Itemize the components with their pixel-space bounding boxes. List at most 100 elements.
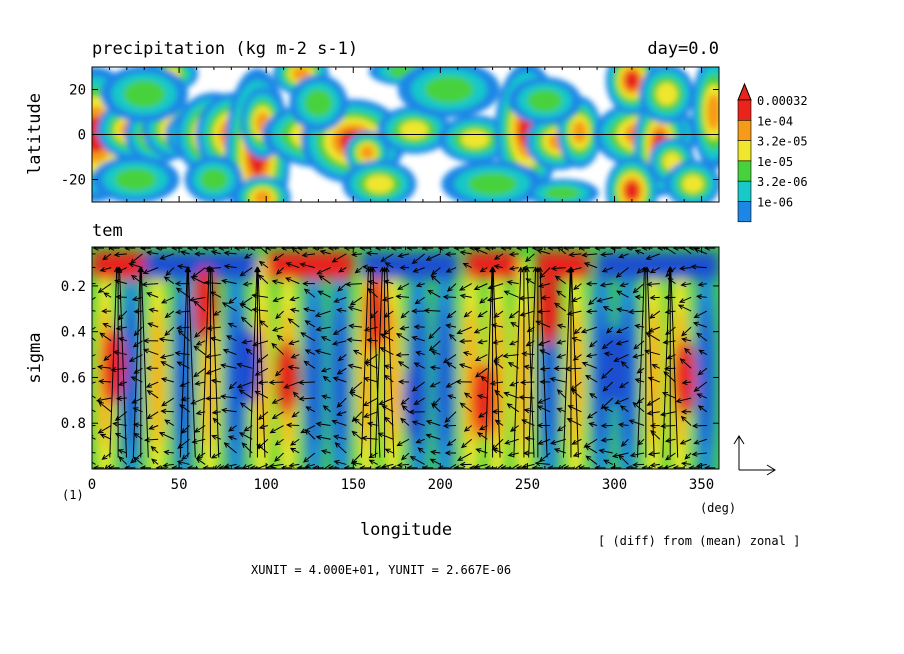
wind-vector-head xyxy=(573,328,580,335)
wind-vector-head xyxy=(241,339,248,345)
wind-vector-head xyxy=(315,421,322,427)
wind-vector-head xyxy=(691,451,698,457)
wind-vector-head xyxy=(429,458,436,464)
wind-vector-head xyxy=(507,451,514,458)
wind-vector xyxy=(557,389,567,399)
wind-vector xyxy=(494,265,504,269)
wind-vector xyxy=(272,411,284,419)
wind-vector xyxy=(237,363,253,369)
wind-vector-head xyxy=(408,409,415,415)
wind-vector-head xyxy=(175,287,182,293)
boundary-vector-head xyxy=(359,247,366,251)
jet-vector xyxy=(513,267,522,458)
precip-blob xyxy=(572,121,587,144)
wind-vector-head xyxy=(697,281,704,287)
wind-vector xyxy=(246,348,253,355)
wind-vector-head xyxy=(596,297,603,303)
wind-vector-head xyxy=(429,365,436,371)
wind-vector xyxy=(600,283,613,286)
precip-field xyxy=(92,67,719,202)
boundary-vector-head xyxy=(343,247,350,251)
wind-vector xyxy=(291,354,300,359)
wind-vector xyxy=(397,463,410,466)
tem-column-core xyxy=(151,306,163,449)
wind-vector-head xyxy=(99,332,106,338)
wind-vector-head xyxy=(221,407,228,414)
wind-vector xyxy=(193,300,206,312)
wind-vector xyxy=(538,397,551,404)
boundary-vector-head xyxy=(186,247,193,251)
wind-vector xyxy=(149,308,159,312)
wind-vector-head xyxy=(396,441,403,447)
wind-vector-head xyxy=(581,252,588,258)
wind-vector-head xyxy=(291,247,298,253)
wind-vector-head xyxy=(319,249,326,255)
wind-vector-head xyxy=(600,423,607,429)
wind-vector xyxy=(349,392,363,399)
wind-vector xyxy=(191,276,206,285)
boundary-vector-head xyxy=(406,247,413,251)
wind-vector-head xyxy=(141,281,148,287)
wind-vector xyxy=(681,247,692,255)
wind-vector xyxy=(165,310,175,318)
wind-vector xyxy=(551,267,566,270)
wind-vector-head xyxy=(649,462,656,468)
wind-vector xyxy=(637,267,645,274)
wind-vector xyxy=(597,296,613,302)
wind-vector xyxy=(396,354,410,356)
wind-vector xyxy=(304,288,316,298)
wind-vector-head xyxy=(425,419,432,425)
colorbar-label: 1e-06 xyxy=(757,196,793,210)
wind-vector xyxy=(335,442,347,454)
wind-vector xyxy=(258,274,269,284)
jet-vector-head xyxy=(537,266,543,273)
wind-vector-head xyxy=(243,253,250,259)
wind-vector-head xyxy=(303,360,310,366)
wind-vector-head xyxy=(413,324,420,330)
wind-vector xyxy=(338,267,347,273)
wind-vector xyxy=(618,423,629,427)
wind-vector-head xyxy=(214,465,220,469)
wind-vector xyxy=(519,296,535,300)
wind-vector-head xyxy=(276,269,282,275)
wind-vector-head xyxy=(600,437,607,443)
wind-vector xyxy=(692,452,707,456)
wind-vector xyxy=(151,446,159,454)
surface-vector-head xyxy=(484,465,491,469)
wind-vector xyxy=(323,464,331,469)
wind-vector-head xyxy=(598,448,605,454)
precip-blob xyxy=(468,172,517,196)
wind-vector xyxy=(379,397,394,405)
wind-vector xyxy=(647,397,661,406)
tem-strong-cell xyxy=(275,339,300,416)
tem-column-core xyxy=(517,306,529,449)
jet-vector xyxy=(118,267,127,458)
wind-vector-head xyxy=(619,405,626,411)
wind-vector xyxy=(384,365,394,369)
wind-vector xyxy=(694,248,708,255)
wind-vector xyxy=(275,438,284,446)
wind-vector xyxy=(620,405,629,413)
wind-vector-head xyxy=(384,262,391,268)
wind-vector xyxy=(684,452,692,460)
wind-vector-head xyxy=(580,328,587,334)
wind-vector-head xyxy=(680,281,687,288)
wind-vector xyxy=(555,275,567,285)
wind-vector-head xyxy=(299,262,306,268)
wind-vector xyxy=(100,434,112,440)
wind-vector-head xyxy=(665,455,672,461)
wind-vector xyxy=(650,430,661,440)
wind-vector xyxy=(621,361,629,369)
wind-vector-head xyxy=(131,296,138,302)
wind-vector-head xyxy=(351,430,358,437)
wind-vector xyxy=(240,402,253,413)
wind-vector-head xyxy=(352,349,359,355)
wind-vector xyxy=(398,361,410,369)
wind-vector xyxy=(572,438,582,445)
wind-vector xyxy=(475,354,488,361)
lat-tick-label: 20 xyxy=(69,83,86,99)
wind-vector xyxy=(323,405,331,413)
wind-vector-head xyxy=(585,374,592,380)
wind-vector-head xyxy=(602,386,609,392)
wind-vector-head xyxy=(509,426,516,432)
